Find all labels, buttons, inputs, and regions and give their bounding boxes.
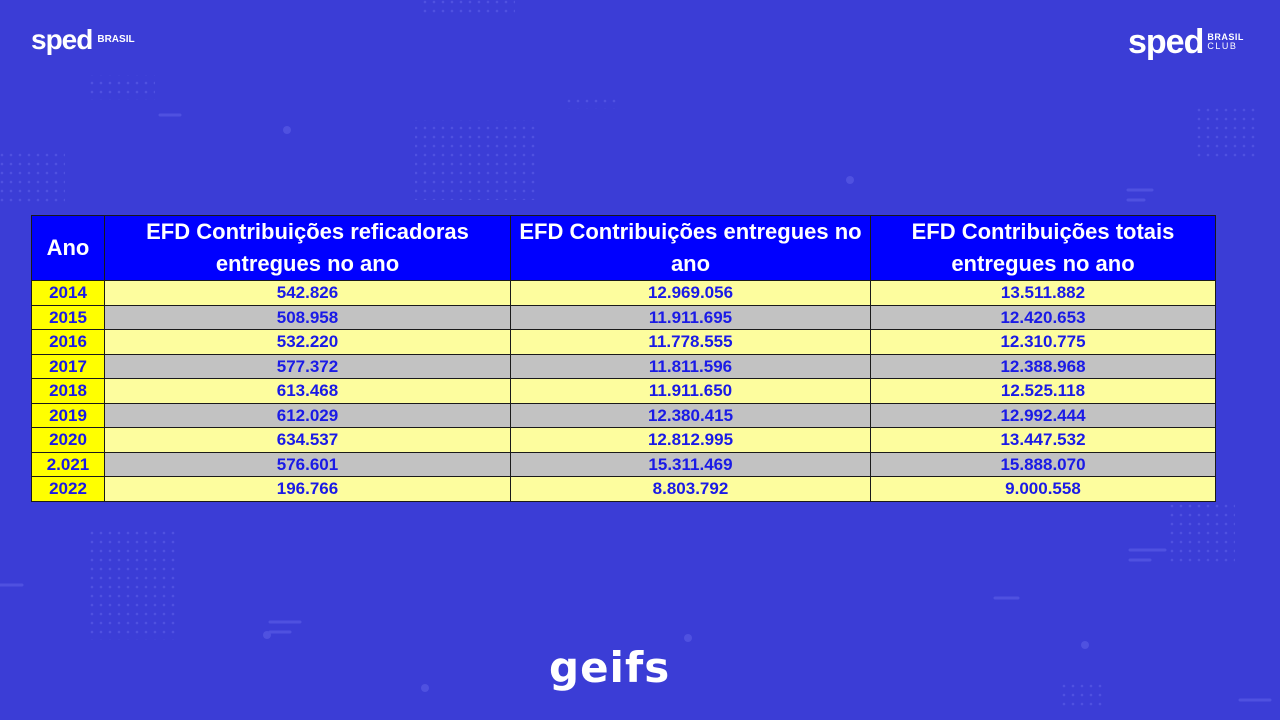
totais-cell: 12.525.118 bbox=[870, 378, 1216, 404]
reficadoras-cell: 542.826 bbox=[104, 280, 511, 306]
totais-cell: 12.310.775 bbox=[870, 329, 1216, 355]
entregues-cell: 11.778.555 bbox=[510, 329, 871, 355]
table-row: 2020 634.537 12.812.995 13.447.532 bbox=[31, 427, 1216, 453]
reficadoras-cell: 613.468 bbox=[104, 378, 511, 404]
logo-tag-line-1: BRASIL bbox=[1207, 32, 1244, 42]
reficadoras-cell: 577.372 bbox=[104, 353, 511, 379]
year-cell: 2020 bbox=[31, 427, 105, 453]
column-header-entregues: EFD Contribuições entregues no ano bbox=[510, 215, 871, 281]
reficadoras-cell: 634.537 bbox=[104, 427, 511, 453]
sped-brasil-logo: sped BRASIL bbox=[31, 26, 135, 54]
column-header-totais: EFD Contribuições totais entregues no an… bbox=[870, 215, 1216, 281]
table-row: 2015 508.958 11.911.695 12.420.653 bbox=[31, 304, 1216, 330]
entregues-cell: 11.811.596 bbox=[510, 353, 871, 379]
sped-brasil-club-logo: sped BRASIL CLUB bbox=[1128, 25, 1244, 59]
year-cell: 2016 bbox=[31, 329, 105, 355]
entregues-cell: 15.311.469 bbox=[510, 451, 871, 477]
logo-wordmark: sped bbox=[31, 24, 93, 55]
totais-cell: 13.511.882 bbox=[870, 280, 1216, 306]
table-row: 2018 613.468 11.911.650 12.525.118 bbox=[31, 378, 1216, 404]
geifs-logo: geifs bbox=[549, 643, 671, 692]
table-row: 2017 577.372 11.811.596 12.388.968 bbox=[31, 353, 1216, 379]
entregues-cell: 12.812.995 bbox=[510, 427, 871, 453]
logo-tag: BRASIL bbox=[97, 34, 135, 45]
totais-cell: 13.447.532 bbox=[870, 427, 1216, 453]
entregues-cell: 11.911.695 bbox=[510, 304, 871, 330]
totais-cell: 12.388.968 bbox=[870, 353, 1216, 379]
year-cell: 2.021 bbox=[31, 451, 105, 477]
year-cell: 2017 bbox=[31, 353, 105, 379]
totais-cell: 12.420.653 bbox=[870, 304, 1216, 330]
table-row: 2.021 576.601 15.311.469 15.888.070 bbox=[31, 451, 1216, 477]
table-header-row: Ano EFD Contribuições reficadoras entreg… bbox=[31, 215, 1216, 281]
totais-cell: 9.000.558 bbox=[870, 476, 1216, 502]
entregues-cell: 12.380.415 bbox=[510, 402, 871, 428]
column-header-ano: Ano bbox=[31, 215, 105, 281]
year-cell: 2022 bbox=[31, 476, 105, 502]
column-header-reficadoras: EFD Contribuições reficadoras entregues … bbox=[104, 215, 511, 281]
totais-cell: 12.992.444 bbox=[870, 402, 1216, 428]
year-cell: 2014 bbox=[31, 280, 105, 306]
year-cell: 2015 bbox=[31, 304, 105, 330]
reficadoras-cell: 532.220 bbox=[104, 329, 511, 355]
table-row: 2022 196.766 8.803.792 9.000.558 bbox=[31, 476, 1216, 502]
logo-wordmark: sped bbox=[1128, 23, 1204, 61]
logo-tag: BRASIL CLUB bbox=[1207, 33, 1244, 51]
table-row: 2014 542.826 12.969.056 13.511.882 bbox=[31, 280, 1216, 306]
reficadoras-cell: 576.601 bbox=[104, 451, 511, 477]
table-row: 2019 612.029 12.380.415 12.992.444 bbox=[31, 402, 1216, 428]
table-row: 2016 532.220 11.778.555 12.310.775 bbox=[31, 329, 1216, 355]
entregues-cell: 8.803.792 bbox=[510, 476, 871, 502]
reficadoras-cell: 196.766 bbox=[104, 476, 511, 502]
efd-contribuicoes-table: Ano EFD Contribuições reficadoras entreg… bbox=[31, 215, 1216, 502]
logo-tag-line-2: CLUB bbox=[1207, 41, 1238, 51]
year-cell: 2019 bbox=[31, 402, 105, 428]
totais-cell: 15.888.070 bbox=[870, 451, 1216, 477]
year-cell: 2018 bbox=[31, 378, 105, 404]
entregues-cell: 11.911.650 bbox=[510, 378, 871, 404]
entregues-cell: 12.969.056 bbox=[510, 280, 871, 306]
reficadoras-cell: 508.958 bbox=[104, 304, 511, 330]
reficadoras-cell: 612.029 bbox=[104, 402, 511, 428]
